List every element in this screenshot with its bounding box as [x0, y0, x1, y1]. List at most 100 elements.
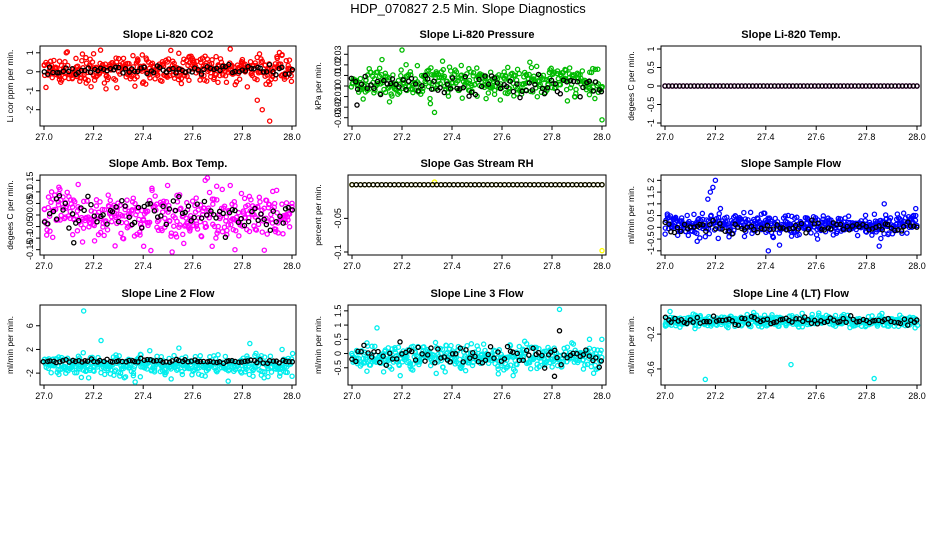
data-point	[395, 344, 402, 350]
data-point	[548, 181, 554, 188]
data-point	[288, 78, 295, 85]
x-tick-label: 27.0	[35, 132, 53, 142]
panel-title: Slope Amb. Box Temp.	[109, 158, 228, 170]
data-point	[266, 201, 273, 208]
data-point	[497, 97, 504, 103]
data-point	[776, 230, 783, 236]
data-point	[898, 217, 904, 224]
data-point	[227, 46, 233, 52]
data-point	[472, 91, 479, 98]
data-point	[91, 368, 97, 374]
data-point	[707, 221, 713, 228]
y-tick-label: -0.1	[25, 230, 35, 246]
data-point	[463, 347, 469, 353]
data-point	[120, 55, 127, 62]
x-tick-label: 27.4	[757, 132, 775, 142]
data-point	[267, 353, 274, 359]
data-point	[569, 181, 576, 188]
data-point	[186, 68, 192, 74]
data-point	[522, 181, 529, 188]
series-averaged	[41, 192, 296, 246]
data-point	[147, 200, 153, 207]
data-point	[126, 60, 132, 67]
data-point	[747, 209, 754, 216]
data-point	[717, 205, 724, 212]
data-point	[900, 210, 907, 216]
data-point	[913, 212, 919, 219]
plot-frame	[347, 174, 607, 256]
data-point	[263, 197, 270, 204]
data-point	[46, 210, 53, 217]
data-point	[286, 211, 293, 217]
data-point	[375, 348, 381, 355]
data-point	[529, 87, 536, 93]
data-point	[285, 204, 292, 211]
panel-title: Slope Line 3 Flow	[431, 288, 524, 300]
y-tick-label: 2	[646, 178, 656, 183]
data-point	[134, 74, 140, 80]
data-point	[582, 181, 588, 188]
data-point	[598, 88, 605, 95]
y-axis-label: ml/min per min.	[5, 316, 15, 374]
data-point	[742, 216, 749, 222]
data-point	[431, 109, 438, 116]
data-point	[879, 227, 885, 233]
panel-line3-flow: Slope Line 3 Flow 27.0 27.2 27.4 27.6 27.8 28.…	[313, 288, 611, 401]
data-point	[395, 181, 402, 188]
data-point	[586, 181, 593, 188]
data-point	[266, 81, 273, 88]
data-point	[887, 215, 894, 221]
data-point	[160, 198, 167, 204]
data-point	[289, 207, 296, 213]
data-point	[904, 230, 910, 236]
data-point	[193, 195, 199, 201]
data-point	[69, 231, 76, 238]
data-point	[173, 70, 179, 76]
data-point	[252, 214, 258, 220]
data-point	[46, 213, 53, 219]
data-point	[882, 221, 889, 227]
data-point	[105, 74, 112, 81]
data-point	[876, 243, 882, 249]
data-point	[493, 181, 499, 188]
data-point	[100, 212, 106, 218]
data-point	[459, 95, 466, 101]
y-tick-label: -0.01	[333, 86, 343, 107]
y-tick-label: 1.5	[333, 305, 343, 318]
data-point	[75, 217, 82, 224]
data-point	[97, 47, 104, 53]
data-point	[489, 181, 495, 188]
data-point	[485, 81, 492, 87]
data-point	[741, 233, 748, 240]
data-point	[249, 72, 255, 79]
data-point	[837, 221, 844, 228]
x-tick-label: 27.6	[807, 391, 825, 401]
data-point	[751, 226, 757, 233]
data-point	[266, 118, 273, 124]
data-point	[389, 76, 396, 82]
data-point	[215, 223, 221, 230]
y-tick-label: -0.2	[646, 326, 656, 342]
data-point	[599, 247, 605, 254]
data-point	[528, 64, 535, 71]
data-point	[765, 248, 772, 254]
data-point	[527, 59, 533, 65]
data-point	[112, 77, 119, 83]
data-point	[754, 229, 761, 236]
data-point	[239, 67, 246, 73]
data-point	[48, 369, 54, 376]
y-axis-label: ml/min per min.	[313, 316, 323, 374]
data-point	[729, 231, 735, 237]
x-tick-label: 27.8	[543, 261, 561, 271]
data-point	[250, 373, 256, 379]
y-tick-label: 0	[646, 225, 656, 230]
data-point	[536, 363, 542, 370]
panel-title: Slope Line 4 (LT) Flow	[733, 288, 849, 300]
data-point	[140, 243, 147, 250]
data-point	[476, 181, 482, 188]
data-point	[69, 204, 76, 210]
data-point	[892, 227, 898, 234]
data-point	[913, 205, 919, 212]
data-point	[252, 205, 258, 212]
